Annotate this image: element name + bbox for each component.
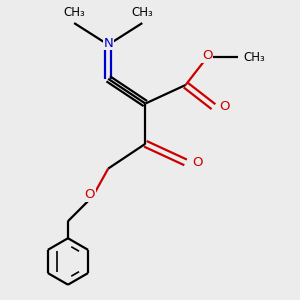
Text: O: O [192, 156, 202, 169]
Text: CH₃: CH₃ [63, 6, 85, 19]
Text: CH₃: CH₃ [131, 6, 153, 19]
Text: O: O [220, 100, 230, 113]
Text: O: O [202, 49, 212, 62]
Text: CH₃: CH₃ [243, 51, 265, 64]
Text: O: O [84, 188, 95, 201]
Text: N: N [103, 37, 113, 50]
